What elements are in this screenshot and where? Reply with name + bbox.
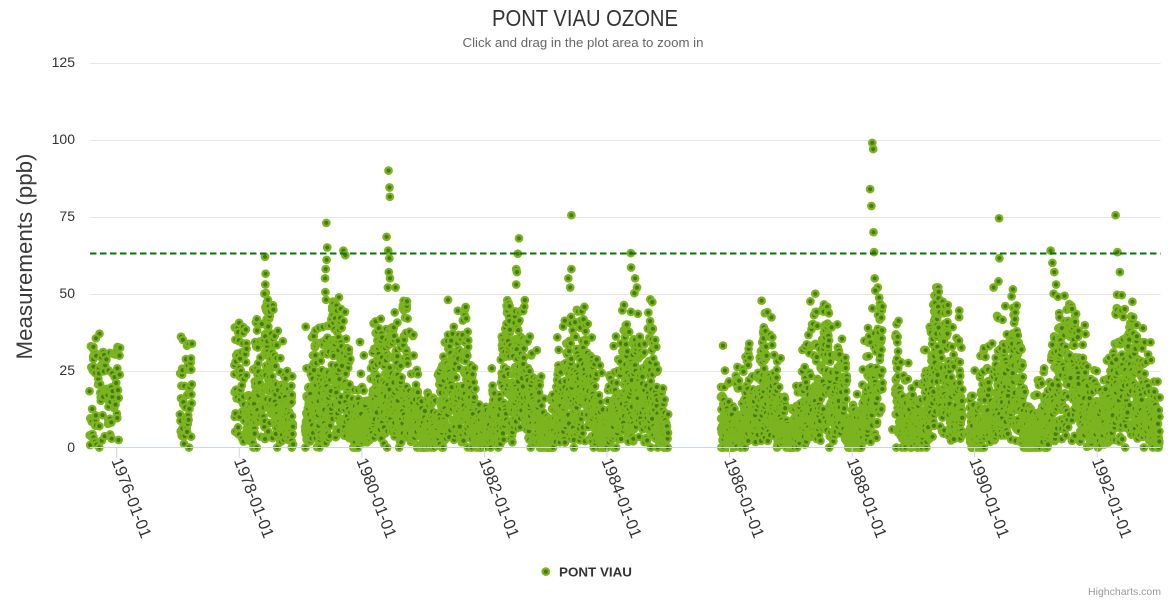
- svg-text:PONT VIAU: PONT VIAU: [559, 565, 632, 580]
- svg-text:Click and drag in the plot are: Click and drag in the plot area to zoom …: [463, 35, 704, 50]
- svg-text:0: 0: [67, 439, 75, 455]
- svg-text:125: 125: [52, 54, 76, 70]
- svg-text:PONT VIAU OZONE: PONT VIAU OZONE: [492, 5, 678, 31]
- svg-text:75: 75: [59, 208, 75, 224]
- svg-text:Highcharts.com: Highcharts.com: [1088, 586, 1161, 598]
- svg-text:50: 50: [59, 285, 75, 301]
- svg-text:25: 25: [59, 362, 75, 378]
- svg-text:100: 100: [52, 131, 76, 147]
- svg-text:Measurements (ppb): Measurements (ppb): [12, 154, 37, 360]
